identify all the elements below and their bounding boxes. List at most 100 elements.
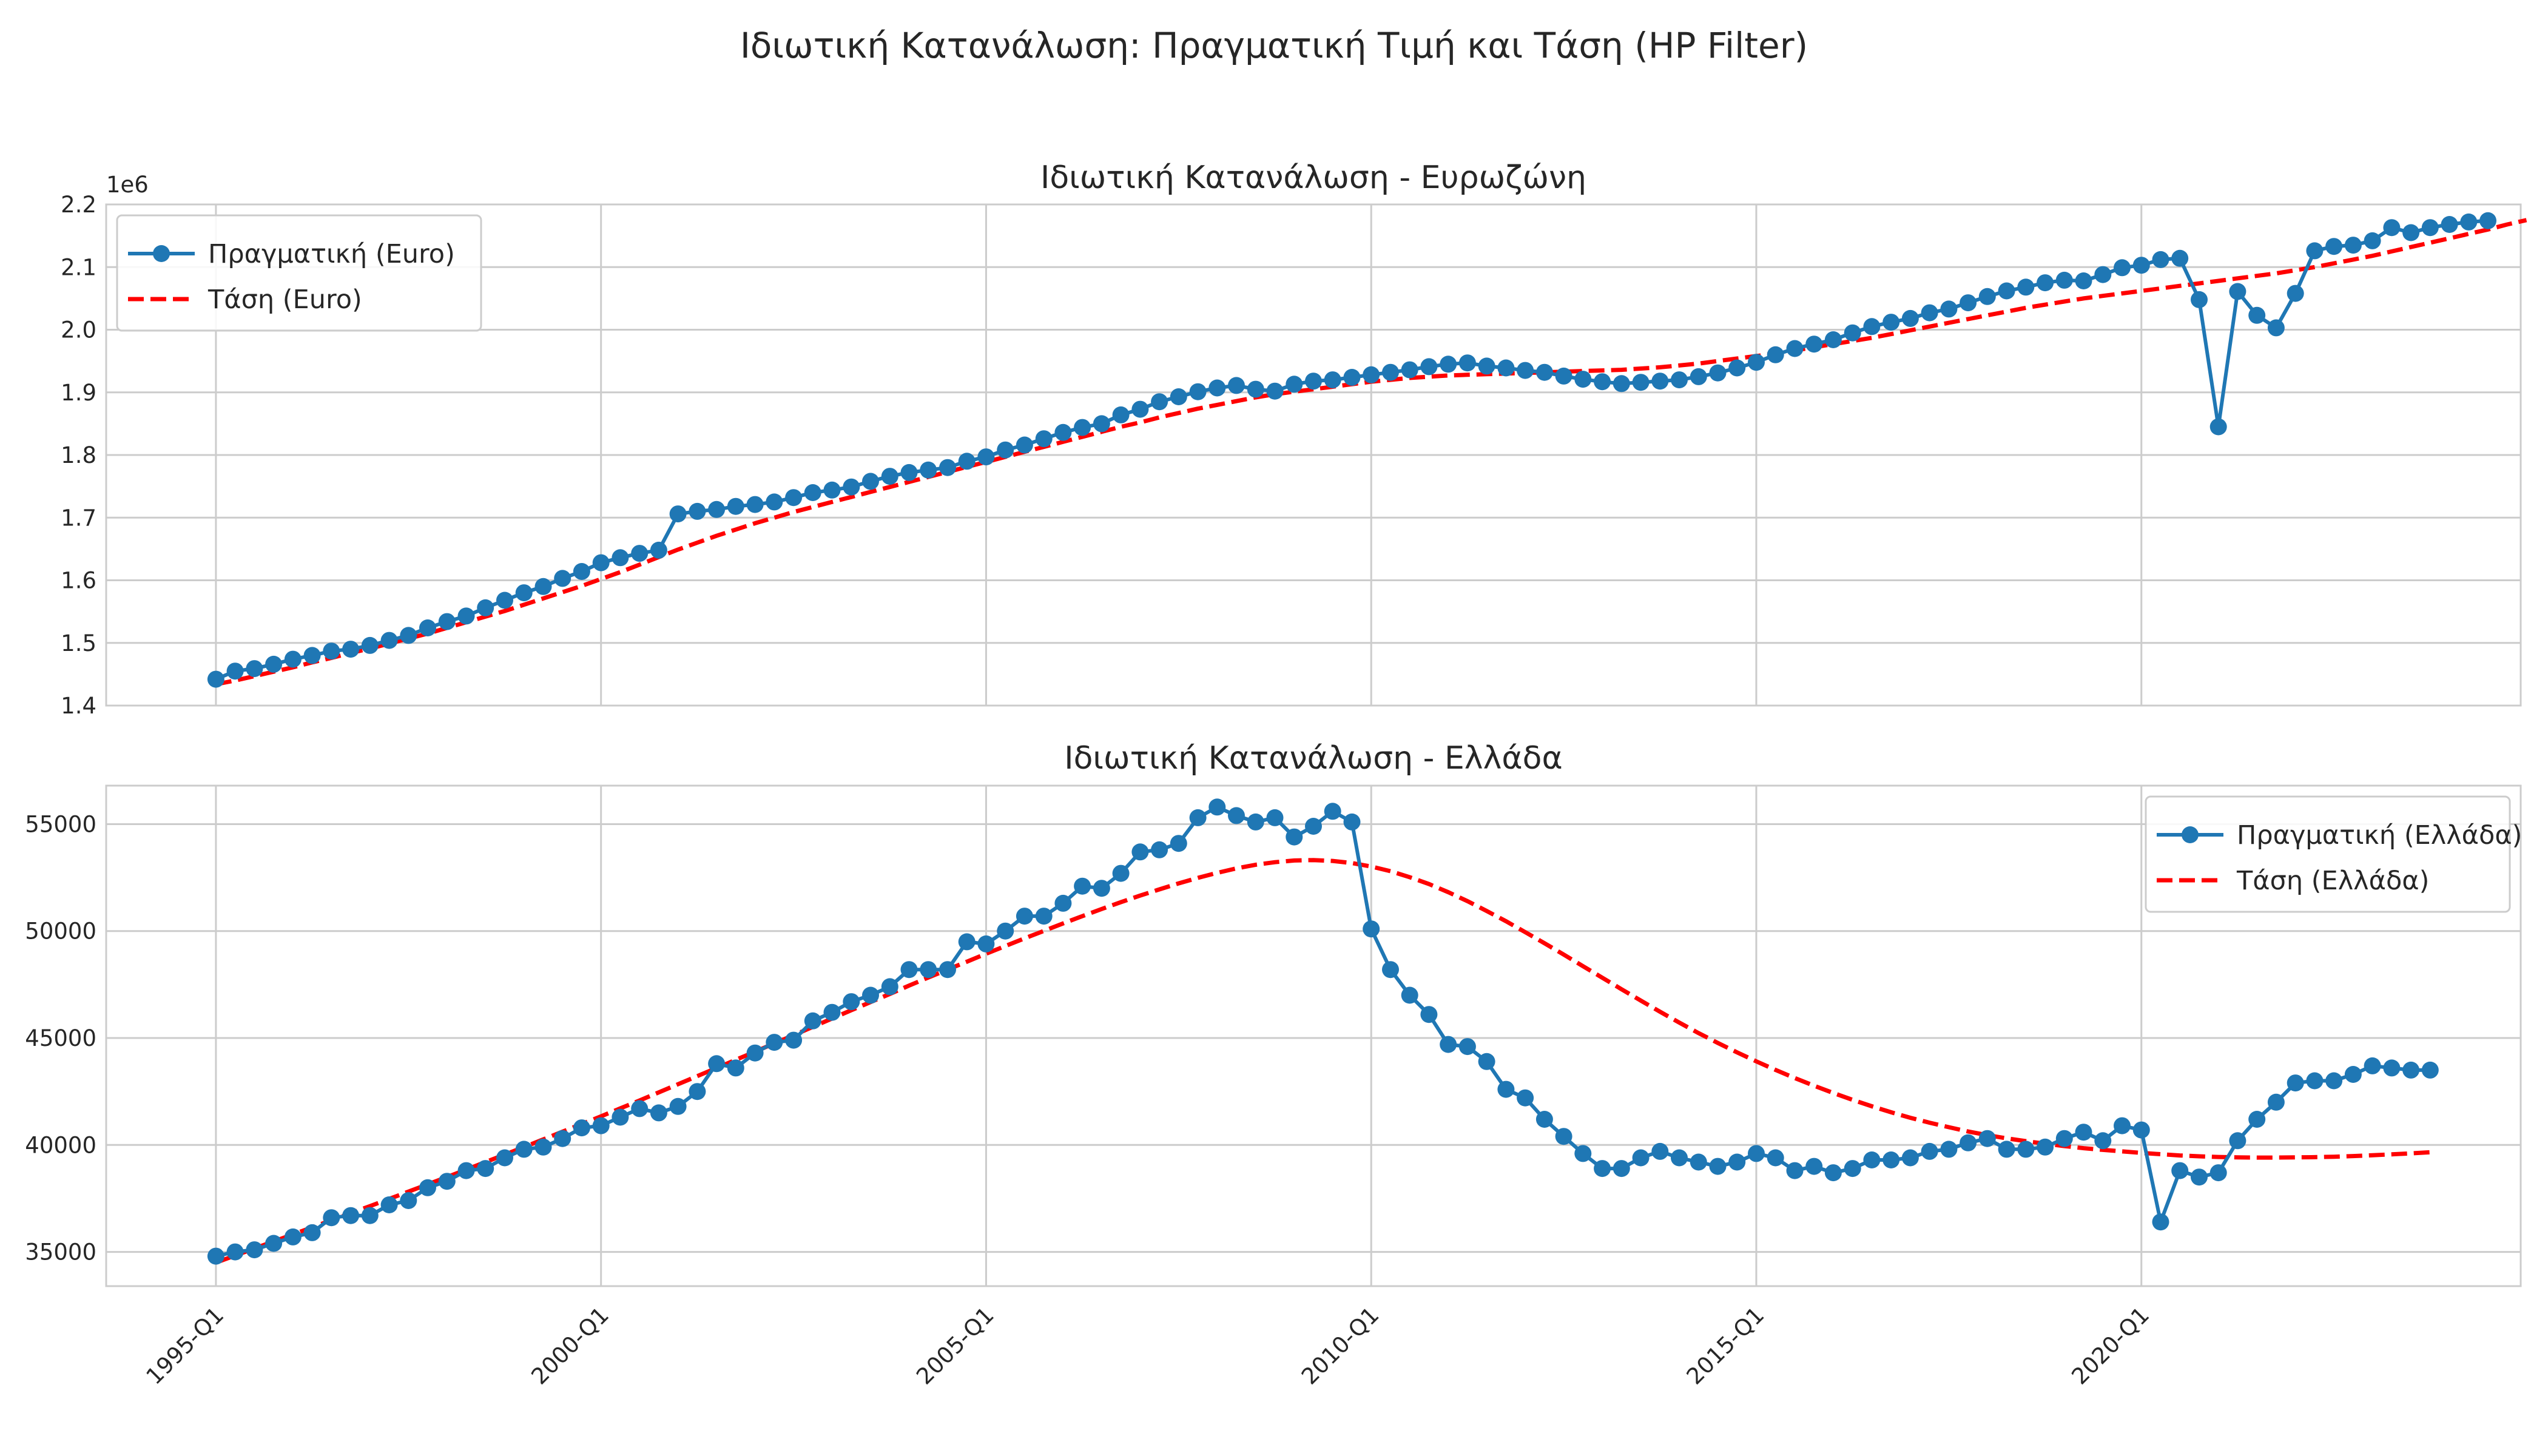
- legend-actual-marker: [153, 245, 170, 262]
- data-point: [2037, 1138, 2054, 1156]
- figure-title: Ιδιωτική Κατανάλωση: Πραγματική Τιμή και…: [740, 25, 1808, 66]
- data-point: [804, 1012, 821, 1030]
- data-point: [303, 647, 321, 664]
- data-point: [1247, 813, 1264, 831]
- plot-frame: [105, 784, 2522, 1287]
- data-point: [2075, 272, 2092, 289]
- data-point: [1286, 828, 1303, 846]
- data-point: [400, 1192, 417, 1209]
- y-tick-label: 2.1: [61, 254, 96, 280]
- data-point: [1016, 908, 1033, 925]
- data-point: [823, 481, 841, 499]
- data-point: [1131, 843, 1149, 861]
- data-point: [1805, 1158, 1823, 1175]
- data-point: [1998, 282, 2015, 300]
- data-point: [534, 578, 552, 595]
- data-point: [804, 484, 821, 501]
- y-tick-label: 1.8: [61, 442, 96, 468]
- data-point: [843, 478, 860, 496]
- data-point: [612, 549, 629, 567]
- data-point: [534, 1138, 552, 1156]
- data-point: [766, 1034, 783, 1051]
- data-point: [1131, 400, 1149, 418]
- data-point: [1824, 1164, 1842, 1182]
- data-point: [477, 1160, 494, 1178]
- data-point: [689, 502, 706, 520]
- data-point: [226, 1243, 244, 1261]
- data-point: [2055, 271, 2073, 289]
- data-point: [1613, 1160, 1630, 1178]
- data-point: [1786, 1162, 1804, 1179]
- data-point: [515, 584, 533, 602]
- data-point: [2191, 1168, 2208, 1186]
- data-point: [2402, 224, 2420, 241]
- data-point: [958, 933, 976, 951]
- data-point: [323, 642, 340, 660]
- data-point: [766, 493, 783, 511]
- data-point: [785, 489, 803, 507]
- data-point: [2364, 1057, 2381, 1074]
- actual-markers: [207, 212, 2496, 688]
- data-point: [2017, 1141, 2035, 1158]
- data-point: [1458, 1038, 1476, 1056]
- data-point: [515, 1141, 533, 1158]
- data-point: [477, 599, 494, 616]
- data-point: [1343, 813, 1361, 831]
- data-point: [573, 1119, 590, 1137]
- data-point: [1478, 1053, 1495, 1070]
- data-point: [380, 632, 398, 649]
- y-tick-label: 1.4: [61, 693, 96, 719]
- data-point: [1535, 363, 1553, 381]
- y-tick-label: 1.5: [61, 630, 96, 656]
- data-point: [1497, 359, 1515, 377]
- data-point: [2421, 1061, 2439, 1079]
- data-point: [246, 1241, 263, 1259]
- data-point: [939, 459, 956, 476]
- data-point: [977, 935, 995, 952]
- data-point: [496, 1149, 513, 1167]
- data-point: [2152, 1213, 2169, 1231]
- data-point: [1382, 363, 1399, 381]
- data-point: [1901, 309, 1919, 327]
- data-point: [669, 1097, 687, 1115]
- data-point: [1921, 304, 1938, 322]
- data-point: [1305, 372, 1322, 390]
- data-point: [1074, 419, 1091, 436]
- data-point: [2402, 1061, 2420, 1079]
- y-tick-label: 1.9: [61, 380, 96, 406]
- data-point: [2132, 1121, 2150, 1139]
- data-point: [573, 563, 590, 580]
- data-point: [708, 500, 726, 518]
- y-tick-label: 45000: [25, 1025, 96, 1051]
- data-point: [400, 627, 417, 644]
- data-point: [2114, 1117, 2131, 1134]
- data-point: [457, 1162, 475, 1179]
- data-point: [1555, 367, 1572, 385]
- data-point: [1863, 318, 1881, 335]
- data-point: [2306, 242, 2324, 260]
- actual-line: [215, 804, 2430, 1258]
- data-point: [207, 1247, 224, 1265]
- data-point: [1863, 1151, 1881, 1168]
- data-point: [2383, 219, 2401, 237]
- data-point: [2287, 1074, 2304, 1092]
- y-tick-label: 35000: [25, 1239, 96, 1266]
- data-point: [265, 1235, 283, 1252]
- data-point: [1305, 818, 1322, 835]
- data-point: [939, 961, 956, 979]
- data-point: [554, 570, 571, 587]
- data-point: [1690, 1153, 1707, 1171]
- data-point: [1382, 961, 1399, 979]
- data-point: [1651, 372, 1669, 390]
- y-offset-label: 1e6: [106, 172, 149, 198]
- data-point: [1709, 1158, 1727, 1175]
- data-point: [2344, 237, 2362, 254]
- data-point: [1517, 1089, 1534, 1107]
- data-point: [1208, 798, 1226, 816]
- data-point: [862, 986, 879, 1004]
- data-point: [900, 463, 918, 481]
- data-point: [1151, 393, 1168, 411]
- data-point: [284, 650, 302, 668]
- data-point: [1517, 362, 1534, 379]
- data-point: [1709, 364, 1727, 382]
